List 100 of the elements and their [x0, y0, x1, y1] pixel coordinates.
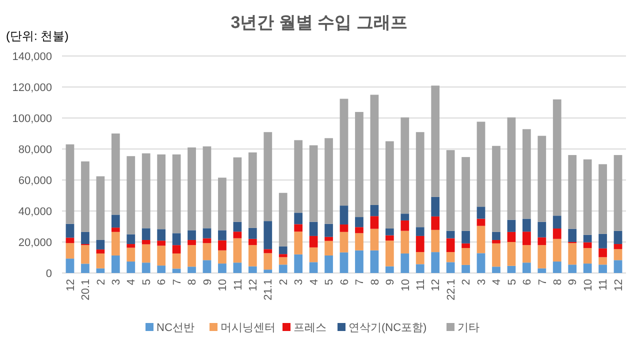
bar — [294, 212, 303, 224]
bar — [416, 132, 424, 228]
x-tick-label: 2 — [95, 279, 108, 286]
bar — [370, 204, 379, 216]
bar — [340, 206, 348, 224]
bar — [218, 250, 226, 264]
bar — [202, 260, 212, 273]
text: (단위: 천불) — [6, 29, 69, 43]
bar — [400, 214, 410, 220]
legend-label: 연삭기(NC포함) — [348, 322, 427, 334]
bar — [462, 264, 470, 273]
y-tick-label: 60,000 — [18, 174, 52, 187]
bar — [614, 230, 622, 244]
y-tick-label: 80,000 — [18, 144, 52, 156]
bar — [522, 262, 531, 273]
bar — [309, 145, 318, 222]
bar — [370, 94, 379, 205]
bar — [355, 227, 364, 234]
bar — [446, 230, 455, 238]
bar — [462, 248, 470, 265]
bar — [81, 232, 90, 244]
bar — [142, 240, 150, 244]
bar — [583, 248, 592, 264]
bar — [142, 153, 150, 228]
x-tick-label: 12 — [64, 279, 77, 292]
bar — [340, 252, 348, 273]
chart-title: 3년간 월별 수입 그래프 — [230, 13, 408, 32]
bar — [172, 154, 181, 234]
x-tick-label: 6 — [338, 279, 351, 286]
x-tick-label: 10 — [217, 279, 230, 292]
bar — [294, 232, 303, 254]
bar — [614, 249, 622, 260]
bar — [385, 228, 394, 236]
legend-label: NC선반 — [156, 322, 194, 334]
bar — [340, 232, 348, 252]
bar — [188, 266, 196, 273]
bar — [66, 243, 74, 259]
bar — [309, 222, 318, 236]
bar — [400, 117, 410, 214]
x-tick-label: 6 — [522, 279, 534, 286]
x-tick-label: 8 — [369, 279, 382, 286]
x-tick-label: 9 — [202, 279, 214, 286]
bar — [142, 262, 150, 273]
x-tick-label: 8 — [186, 279, 199, 286]
bar — [552, 99, 562, 216]
bar — [522, 129, 531, 219]
bar — [522, 245, 531, 263]
bar — [507, 242, 516, 266]
bar — [202, 228, 212, 238]
bar — [446, 238, 455, 252]
bar — [188, 230, 196, 240]
bar — [309, 262, 318, 273]
bar — [355, 233, 364, 250]
bar — [248, 245, 257, 266]
bar — [552, 228, 562, 239]
bar — [476, 253, 486, 273]
bar — [233, 222, 242, 232]
y-tick-label: 140,000 — [12, 50, 52, 63]
x-tick-label: 11 — [232, 279, 244, 290]
bar — [324, 255, 333, 273]
bar — [538, 136, 546, 222]
bar — [476, 206, 486, 219]
bar — [142, 244, 150, 263]
bar — [355, 250, 364, 273]
bar — [370, 228, 379, 250]
bar — [172, 245, 181, 254]
bar — [96, 268, 105, 273]
bar — [111, 134, 120, 215]
x-tick-label: 4 — [308, 279, 320, 286]
x-tick-label: 21.1 — [262, 279, 275, 300]
bar — [568, 243, 577, 265]
y-tick-label: 0 — [46, 268, 52, 280]
bar — [96, 249, 105, 254]
bar — [218, 240, 226, 250]
bar — [416, 227, 424, 236]
bar — [431, 216, 440, 230]
x-tick-label: 7 — [171, 279, 184, 286]
x-tick-label: 2 — [278, 279, 290, 286]
bar — [400, 230, 410, 254]
bar — [278, 254, 288, 258]
bar — [264, 270, 272, 273]
bar — [126, 248, 136, 262]
bar — [598, 248, 607, 258]
legend-label: 머시닝센터 — [220, 322, 276, 334]
bar — [202, 243, 212, 260]
bar — [294, 140, 303, 213]
bar — [81, 264, 90, 273]
bar — [324, 236, 333, 241]
bar — [111, 214, 120, 228]
bar — [309, 247, 318, 262]
x-tick-label: 7 — [354, 279, 366, 286]
bar — [583, 159, 592, 235]
bar — [172, 268, 181, 273]
bar — [218, 264, 226, 273]
bar — [96, 176, 105, 240]
x-tick-label: 6 — [156, 279, 168, 286]
x-tick-label: 3 — [110, 279, 123, 286]
bar — [568, 228, 577, 242]
bar — [507, 220, 516, 232]
x-tick-label: 9 — [567, 279, 580, 286]
